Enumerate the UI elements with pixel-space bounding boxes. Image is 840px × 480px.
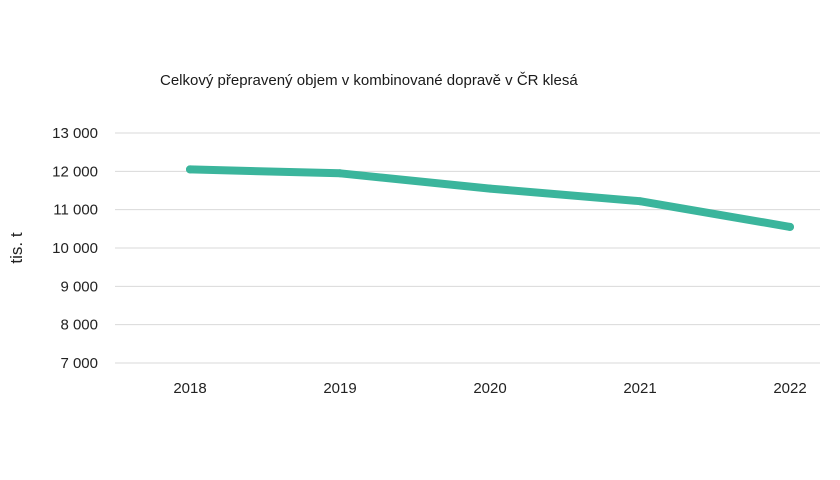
- x-tick-label: 2018: [173, 380, 206, 397]
- gridlines: [115, 132, 820, 364]
- y-tick-label: 10 000: [52, 240, 98, 257]
- x-tick-label: 2019: [323, 380, 356, 397]
- chart-title: Celkový přepravený objem v kombinované d…: [160, 72, 578, 89]
- y-tick-label: 13 000: [52, 125, 98, 142]
- data-point: [336, 169, 344, 178]
- y-axis-ticks: 7 000 8 000 9 000 10 000 11 000 12 000 13 000: [52, 125, 98, 372]
- x-tick-label: 2020: [473, 380, 506, 397]
- data-point: [786, 222, 794, 231]
- y-tick-label: 8 000: [60, 317, 98, 334]
- data-point: [486, 184, 494, 193]
- series-line: [186, 165, 794, 231]
- series-group: [186, 165, 794, 231]
- y-tick-label: 7 000: [60, 355, 98, 372]
- data-point: [186, 165, 194, 174]
- y-axis-label: tis. t: [7, 232, 26, 263]
- y-tick-label: 12 000: [52, 163, 98, 180]
- y-tick-label: 11 000: [53, 202, 98, 219]
- x-tick-label: 2021: [623, 380, 656, 397]
- y-tick-label: 9 000: [60, 278, 98, 295]
- data-point: [636, 197, 644, 206]
- x-axis-ticks: 2018 2019 2020 2021 2022: [173, 380, 806, 397]
- x-tick-label: 2022: [773, 380, 806, 397]
